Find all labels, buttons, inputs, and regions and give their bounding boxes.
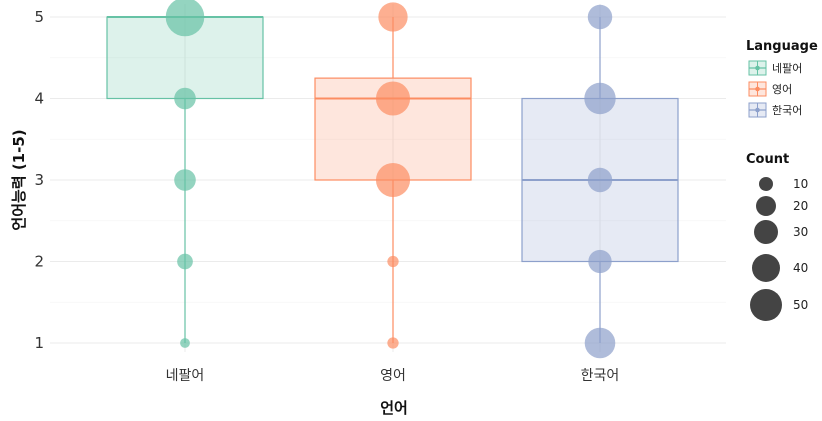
legend-size-entries: 10 20 30 40 50 [750, 177, 808, 321]
count-point [587, 167, 613, 193]
x-tick-label: 영어 [380, 368, 406, 384]
y-tick-label: 2 [34, 253, 44, 271]
x-axis-title: 언어 [380, 399, 408, 417]
legend-key-point [755, 65, 760, 71]
legend-item: 한국어 [748, 102, 802, 118]
x-tick-label: 한국어 [581, 368, 620, 384]
legend-key-point [755, 86, 760, 92]
count-point [180, 338, 190, 348]
y-axis-title: 언어능력 (1-5) [10, 129, 28, 230]
legend-size-label: 40 [793, 261, 808, 275]
legend-fill-title: Language [746, 39, 818, 54]
box-1 [106, 16, 264, 343]
legend-size-dot [759, 177, 773, 191]
y-axis-ticks: 1 2 3 4 5 [34, 8, 44, 352]
count-point [387, 337, 399, 349]
legend-size-label: 10 [793, 177, 808, 191]
count-point [378, 2, 408, 32]
y-tick-label: 5 [34, 8, 44, 26]
count-point [584, 327, 616, 359]
legend-item-label: 네팔어 [772, 62, 802, 75]
legend-size-item: 20 [756, 196, 808, 216]
count-point [584, 82, 616, 115]
count-point [375, 162, 411, 198]
count-point [587, 4, 613, 30]
count-point [174, 87, 196, 110]
legend-item: 영어 [748, 81, 792, 97]
y-tick-label: 3 [34, 171, 44, 189]
legend-key-point [755, 107, 760, 113]
count-point [387, 255, 399, 268]
legend-size-label: 30 [793, 225, 808, 239]
box-layer [106, 16, 679, 343]
y-tick-label: 1 [34, 334, 44, 352]
legend-item-label: 한국어 [772, 104, 802, 117]
legend-item: 네팔어 [748, 60, 802, 76]
legend-size-item: 40 [752, 254, 808, 282]
legend-size-item: 30 [754, 220, 808, 244]
count-point [174, 169, 196, 191]
legend-size-dot [754, 220, 778, 244]
count-point [165, 0, 205, 37]
count-point [588, 249, 612, 274]
count-points-layer [165, 0, 616, 359]
legend-size-label: 20 [793, 199, 808, 213]
x-axis-ticks: 네팔어 영어 한국어 [166, 368, 620, 384]
legend-item-label: 영어 [772, 83, 792, 96]
legend-size-item: 10 [759, 177, 808, 191]
count-point [375, 81, 411, 116]
legend-size-item: 50 [750, 289, 808, 321]
legend-size-title: Count [746, 152, 789, 167]
legend-size-dot [752, 254, 780, 282]
legend-size-dot [756, 196, 776, 216]
count-point [177, 253, 193, 270]
y-tick-label: 4 [34, 90, 44, 108]
x-tick-label: 네팔어 [166, 368, 205, 384]
legend-size-dot [750, 289, 782, 321]
legend-size-label: 50 [793, 298, 808, 312]
